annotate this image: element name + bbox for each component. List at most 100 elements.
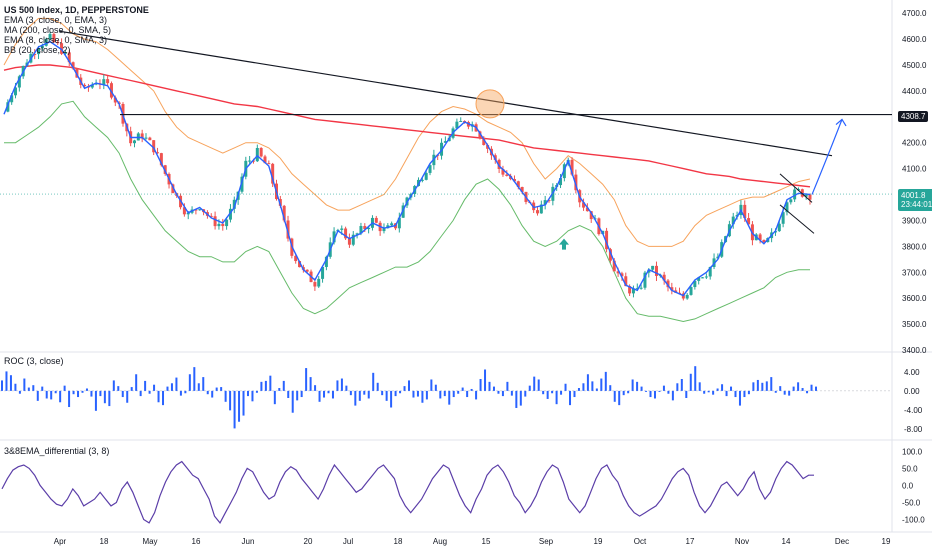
- roc-bar: [318, 390, 321, 402]
- roc-bar: [287, 390, 290, 398]
- roc-bar: [537, 379, 540, 391]
- time-axis-tick: Apr: [54, 537, 67, 546]
- roc-bar: [246, 390, 249, 397]
- roc-bar: [560, 390, 563, 395]
- roc-bar: [613, 390, 616, 402]
- candle-body: [685, 294, 689, 299]
- roc-bar: [412, 390, 415, 398]
- time-axis-tick: 20: [304, 537, 313, 546]
- roc-bar: [618, 390, 621, 406]
- candle-body: [228, 208, 232, 220]
- roc-bar: [166, 386, 169, 391]
- candle-body: [605, 230, 609, 250]
- candle-body: [44, 39, 48, 46]
- roc-bar: [783, 390, 786, 395]
- price-axis-tick: 4700.0: [902, 9, 927, 18]
- candle-body: [808, 194, 812, 200]
- roc-bar: [582, 383, 585, 391]
- candle-body: [635, 288, 639, 290]
- roc-bar: [291, 390, 294, 413]
- roc-bar: [68, 390, 71, 408]
- roc-bar: [197, 383, 200, 391]
- candle-body: [232, 199, 236, 209]
- candle-body: [793, 189, 797, 200]
- candle-body: [689, 287, 693, 295]
- candle-body: [631, 288, 635, 294]
- candle-body: [708, 266, 712, 277]
- candle-body: [639, 287, 643, 289]
- candle-body: [294, 255, 298, 262]
- roc-bar: [680, 379, 683, 391]
- roc-bar: [730, 386, 733, 391]
- price-axis-tick: 4600.0: [902, 35, 927, 44]
- diff-axis-tick: 100.0: [902, 447, 923, 456]
- roc-bar: [815, 386, 817, 391]
- roc-bar: [18, 390, 21, 394]
- roc-bar: [305, 368, 308, 391]
- candle-body: [132, 140, 136, 144]
- candle-body: [159, 153, 163, 166]
- candle-body: [52, 34, 56, 43]
- roc-bar: [595, 388, 598, 391]
- roc-bar: [448, 390, 451, 405]
- candle-body: [666, 280, 670, 288]
- candle-body: [317, 278, 321, 287]
- time-axis-tick: 16: [192, 537, 201, 546]
- candle-body: [662, 274, 666, 281]
- candle-body: [90, 84, 94, 88]
- roc-bar: [170, 383, 173, 391]
- roc-bar: [564, 383, 567, 391]
- candle-body: [186, 212, 190, 215]
- legend-ema8: EMA (8, close, 0, SMA, 3): [4, 35, 108, 45]
- candle-body: [574, 174, 578, 191]
- candle-body: [102, 79, 106, 85]
- candle-body: [71, 62, 75, 69]
- roc-bar: [801, 388, 804, 391]
- roc-bar: [703, 390, 706, 394]
- candle-body: [535, 210, 539, 214]
- roc-bar: [349, 390, 352, 396]
- time-axis-tick: 19: [882, 537, 891, 546]
- roc-bar: [475, 390, 478, 400]
- roc-bar: [331, 390, 334, 399]
- roc-bar: [747, 390, 750, 395]
- candle-body: [505, 174, 509, 176]
- roc-bar: [1, 380, 3, 391]
- candle-body: [140, 133, 144, 139]
- candle-body: [14, 87, 18, 96]
- price-axis-tick: 4100.0: [902, 165, 927, 174]
- roc-bar: [738, 390, 741, 406]
- candle-body: [758, 234, 762, 240]
- wedge-upper-line: [779, 173, 813, 203]
- roc-bar: [667, 390, 670, 394]
- price-axis-tick: 3900.0: [902, 216, 927, 225]
- roc-bar: [806, 390, 809, 394]
- candle-body: [267, 163, 271, 165]
- price-axis-tick: 3600.0: [902, 294, 927, 303]
- candle-body: [486, 145, 490, 149]
- roc-bar: [604, 371, 607, 391]
- highlight-circle: [475, 89, 505, 119]
- candle-body: [701, 277, 705, 279]
- roc-bar: [488, 381, 491, 391]
- roc-bar: [184, 390, 187, 394]
- price-axis-tick: 3500.0: [902, 320, 927, 329]
- candle-body: [278, 199, 282, 206]
- time-axis-tick: May: [142, 537, 157, 546]
- roc-bar: [9, 375, 12, 391]
- candle-body: [482, 137, 486, 146]
- legend-title: US 500 Index, 1D, PEPPERSTONE: [4, 5, 149, 15]
- diff-axis-tick: -100.0: [902, 515, 925, 524]
- roc-bar: [179, 390, 182, 396]
- candle-body: [382, 228, 386, 232]
- candle-body: [520, 186, 524, 192]
- candle-body: [781, 212, 785, 224]
- roc-bar: [121, 390, 124, 398]
- candle-body: [67, 52, 71, 63]
- candle-body: [585, 207, 589, 212]
- candle-body: [6, 102, 10, 112]
- candle-body: [156, 152, 160, 154]
- roc-bar: [653, 390, 656, 399]
- roc-bar: [434, 384, 437, 391]
